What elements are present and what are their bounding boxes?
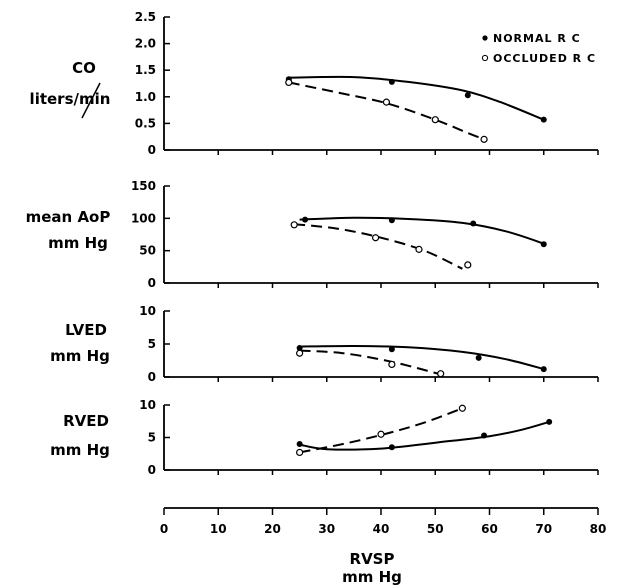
panel-rved-occluded-line [299,407,463,454]
panel-lved-occluded-point [437,370,445,378]
x-axis-tick-label: 60 [481,522,498,536]
panel-aop-occluded-point [415,245,423,253]
panel-rved-occluded-point [458,404,466,412]
panel-rved-ytick-label: 0 [148,463,156,477]
panel-rved-axes: 0 5 10 [139,398,599,477]
panel-lved-ytick-label: 10 [139,304,156,318]
panel-lved-normal-point [540,366,547,373]
x-axis-tick-label: 20 [264,522,281,536]
panel-aop-ylabel-line2: mm Hg [48,234,108,252]
panel-co-ytick-label: 0 [148,143,156,157]
panel-rved-normal-point [481,432,488,439]
panel-lved-occluded-line [299,349,441,376]
panel-aop-ytick-label: 50 [139,244,156,258]
panel-lved-occluded-point [296,349,304,357]
panel-lved-ytick-label: 0 [148,370,156,384]
panel-lved-axes: 0 5 10 [139,304,599,384]
panel-lved-occluded-point [388,360,396,369]
x-axis-label-line1: RVSP [350,550,395,568]
x-axis-tick-label: 80 [590,522,607,536]
panel-co-occluded-line [288,81,485,141]
legend-label-normal: NORMAL R C [493,32,581,45]
panel-co-normal-point [540,116,547,123]
panel-rved: 0 5 10 RVED mm Hg [50,398,599,477]
panel-lved-ylabel-line1: LVED [65,321,107,339]
x-axis-tick-label: 30 [318,522,335,536]
panel-co-normal-point [388,78,395,85]
panel-aop-occluded-point [464,261,472,269]
panel-rved-occluded-point [296,448,304,457]
panel-aop-occluded-line [294,223,463,270]
panel-aop-axes: 0 50 100 150 [131,179,599,290]
x-axis-tick-label: 40 [373,522,390,536]
panel-rved-ytick-label: 5 [148,431,156,445]
panel-co-ylabel-slash [81,82,101,119]
panel-rved-normal-point [546,418,553,425]
x-axis-tick-label: 10 [210,522,227,536]
panel-aop-normal-line [299,216,545,245]
panel-lved-ytick-label: 5 [148,337,156,351]
panel-lved-normal-point [296,344,303,351]
panel-co: 0 0.5 1.0 1.5 2.0 2.5 CO liters/min [30,10,599,157]
panel-co-axes: 0 0.5 1.0 1.5 2.0 2.5 [135,10,599,157]
panel-rved-ylabel-line1: RVED [63,412,109,430]
panel-aop-ylabel-line1: mean AoP [26,208,111,226]
panel-aop-occluded-point [371,234,380,242]
legend-label-occluded: OCCLUDED R C [493,52,596,65]
panel-co-ytick-label: 1.0 [135,90,156,104]
panel-rved-normal-line [299,420,550,451]
panel-rved-normal-point [296,441,303,447]
panel-rved-normal-point [388,444,395,451]
panel-lved-normal-line [299,344,545,371]
x-axis-tick-label: 70 [535,522,552,536]
panel-co-occluded-point [285,78,293,87]
legend-marker-normal [482,35,488,41]
x-axis-tick-label: 0 [160,522,168,536]
panel-co-occluded-point [431,116,439,124]
panel-lved-normal-point [388,346,395,353]
legend: NORMAL R C OCCLUDED R C [481,32,596,65]
panel-lved-ylabel-line2: mm Hg [50,347,110,365]
panel-lved: 0 5 10 LVED mm Hg [50,304,599,384]
panel-rved-occluded-point [377,430,385,438]
panel-aop-occluded-point [290,221,298,229]
panel-aop-ytick-label: 0 [148,276,156,290]
panel-co-ytick-label: 1.5 [135,63,156,77]
panel-aop-normal-point [388,217,395,224]
panel-rved-ylabel-line2: mm Hg [50,441,110,459]
panel-co-occluded-point [480,135,488,143]
legend-marker-occluded [481,54,489,62]
panel-aop-normal-point [302,216,309,223]
x-axis-tick-label: 50 [427,522,444,536]
panel-co-ytick-label: 2.5 [135,10,156,24]
panel-co-normal-point [464,92,471,99]
x-axis: 0 10 20 30 40 50 60 70 80 RVSP mm Hg [160,507,607,586]
panel-co-ylabel-line1: CO [72,59,96,77]
panel-aop-ytick-label: 150 [131,179,156,193]
panel-co-occluded-point [382,98,391,106]
panel-lved-normal-point [475,354,482,361]
panel-rved-ytick-label: 10 [139,398,156,412]
panel-aop-normal-point [470,220,477,227]
panel-aop-ytick-label: 100 [131,211,156,225]
panel-aop: 0 50 100 150 mean AoP mm Hg [26,179,599,290]
panel-co-normal-line [288,75,545,121]
panel-aop-normal-point [540,241,547,248]
panel-co-ylabel-line2: liters/min [30,90,111,108]
panel-co-ytick-label: 0.5 [135,116,156,130]
x-axis-ticks: 0 10 20 30 40 50 60 70 80 [160,507,607,536]
x-axis-label-line2: mm Hg [342,568,402,586]
panel-co-ytick-label: 2.0 [135,37,156,51]
